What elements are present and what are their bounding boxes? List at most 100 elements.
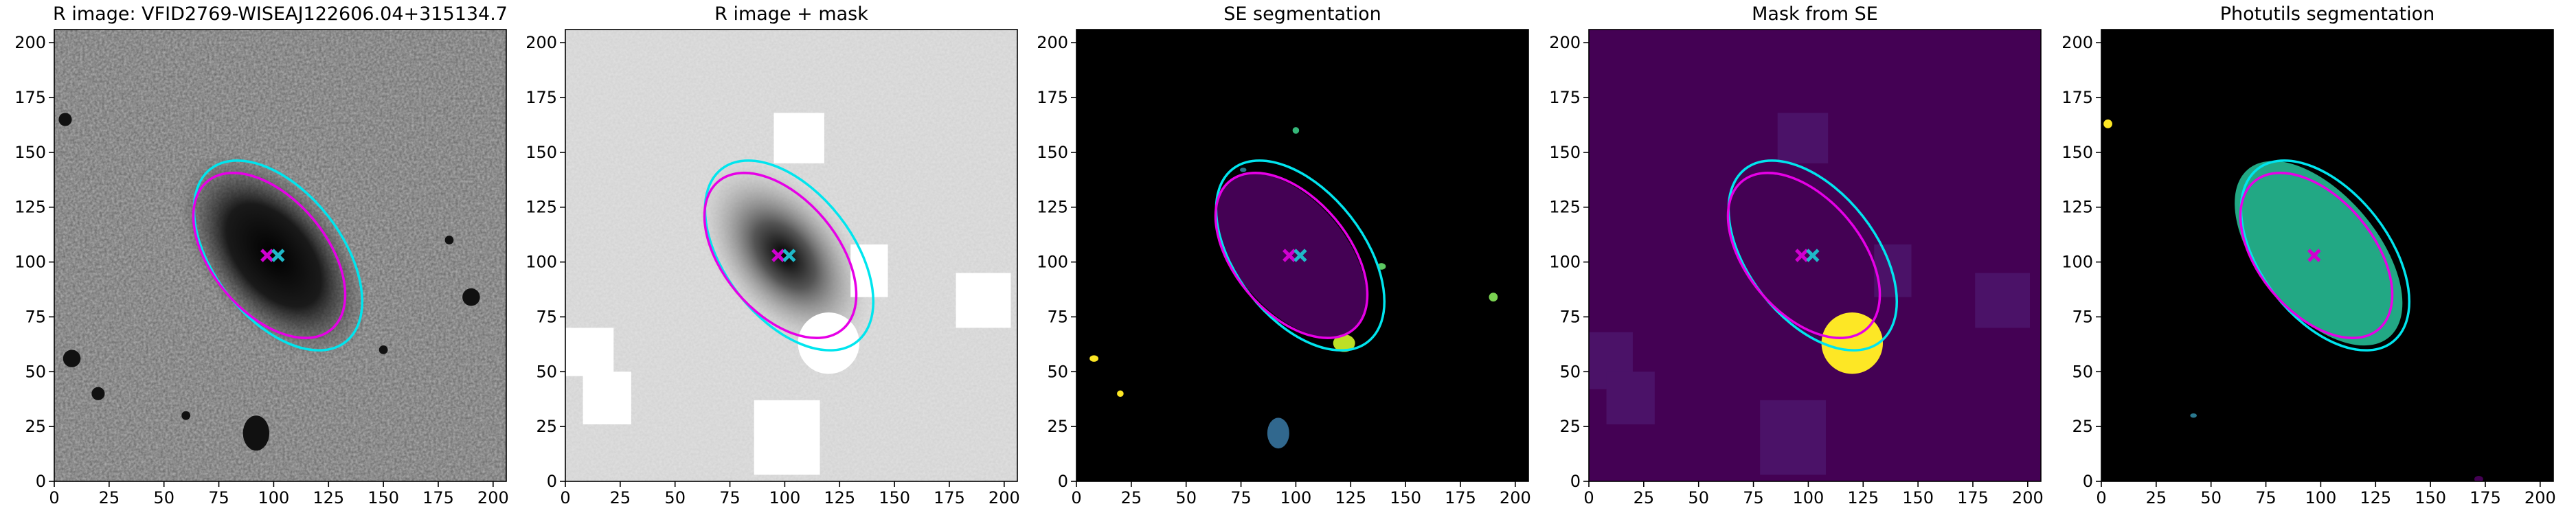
y-tick-label: 0 [36, 472, 46, 491]
y-tick-label: 150 [1549, 143, 1581, 162]
source [242, 415, 270, 451]
x-tick-label: 25 [1634, 488, 1655, 507]
segment [1292, 127, 1300, 134]
x-tick-label: 25 [99, 488, 120, 507]
panel-title: R image + mask [714, 3, 868, 25]
image-content [2101, 30, 2553, 481]
center-marker [2307, 249, 2321, 262]
panel: R image + mask 0 25 50 75 100 125 150 175 200 0 25 5… [526, 3, 1020, 507]
x-tick-label: 25 [1121, 488, 1142, 507]
mask-region [773, 113, 824, 163]
y-tick-label: 100 [526, 253, 557, 272]
y-tick-label: 25 [1047, 417, 1068, 436]
y-tick-label: 200 [1549, 33, 1581, 52]
segment [1333, 334, 1355, 352]
aperture-magenta [1726, 172, 1882, 339]
y-tick-label: 175 [1549, 88, 1581, 107]
x-tick-label: 100 [258, 488, 290, 507]
galaxy [179, 152, 368, 358]
y-tick-label: 125 [526, 198, 557, 217]
panel-title: Photutils segmentation [2220, 3, 2435, 25]
image [1589, 30, 2041, 481]
y-tick-label: 150 [1037, 143, 1068, 162]
image [54, 30, 506, 481]
center-marker [1806, 249, 1820, 262]
y-tick-label: 0 [1058, 472, 1068, 491]
y-tick-label: 25 [2072, 417, 2093, 436]
segment [1267, 417, 1289, 449]
panel-title: R image: VFID2769-WISEAJ122606.04+315134… [53, 3, 508, 25]
x-tick-label: 175 [934, 488, 965, 507]
x-tick-label: 150 [879, 488, 910, 507]
mask-region [1606, 371, 1655, 424]
y-tick-label: 125 [2061, 198, 2093, 217]
y-tick-label: 50 [536, 362, 557, 381]
image-content [565, 30, 1017, 481]
galaxy [698, 161, 872, 350]
y-tick-label: 25 [536, 417, 557, 436]
y-tick-label: 175 [526, 88, 557, 107]
x-tick-label: 150 [368, 488, 399, 507]
x-tick-label: 75 [1743, 488, 1764, 507]
source [444, 236, 454, 245]
y-tick-label: 75 [1047, 307, 1068, 326]
x-tick-label: 100 [2305, 488, 2337, 507]
axes-frame [565, 29, 1018, 482]
panel: SE segmentation 0 25 50 75 100 125 150 175 200 0 25… [1037, 3, 1531, 507]
x-tick-label: 200 [477, 488, 509, 507]
axes-frame [1076, 29, 1529, 482]
x-tick-label: 125 [1335, 488, 1366, 507]
source [379, 345, 388, 354]
aperture-magenta [703, 172, 858, 339]
x-tick-label: 75 [2255, 488, 2276, 507]
x-tick-label: 125 [1847, 488, 1879, 507]
aperture-magenta [1214, 172, 1369, 339]
x-tick-label: 150 [1390, 488, 1421, 507]
mask-region [754, 400, 820, 475]
center-marker [1283, 249, 1296, 262]
source [91, 387, 105, 400]
y-tick-label: 75 [1559, 307, 1581, 326]
x-tick-label: 100 [769, 488, 801, 507]
mask-region [956, 273, 1011, 328]
x-tick-label: 75 [1230, 488, 1252, 507]
center-marker [271, 249, 285, 262]
x-tick-label: 125 [313, 488, 344, 507]
y-tick-label: 175 [14, 88, 46, 107]
y-tick-label: 50 [2072, 362, 2093, 381]
y-tick-label: 100 [1549, 253, 1581, 272]
x-tick-label: 50 [1175, 488, 1197, 507]
center-marker [1293, 249, 1307, 262]
segment [1117, 390, 1124, 398]
center-marker [771, 249, 785, 262]
source [181, 411, 191, 420]
mask-region [565, 328, 614, 376]
image-content [1589, 30, 2041, 481]
x-tick-label: 200 [1500, 488, 1531, 507]
x-tick-label: 75 [208, 488, 229, 507]
mask-region [1777, 113, 1829, 163]
x-tick-label: 200 [2012, 488, 2044, 507]
source [63, 350, 81, 367]
y-tick-label: 150 [14, 143, 46, 162]
image [2101, 30, 2553, 481]
image [1076, 30, 1528, 481]
axes-frame [54, 29, 507, 482]
y-tick-label: 50 [1047, 362, 1068, 381]
x-tick-label: 100 [1280, 488, 1312, 507]
panel: R image: VFID2769-WISEAJ122606.04+315134… [14, 3, 509, 507]
x-tick-label: 200 [988, 488, 1020, 507]
x-tick-label: 200 [2524, 488, 2556, 507]
source [462, 288, 480, 306]
image-content [54, 30, 506, 481]
segment [1089, 355, 1098, 362]
mask-region [1975, 273, 2031, 328]
y-tick-label: 25 [25, 417, 46, 436]
x-tick-label: 150 [2415, 488, 2446, 507]
y-tick-label: 75 [536, 307, 557, 326]
x-tick-label: 0 [1071, 488, 1081, 507]
panel-title: SE segmentation [1223, 3, 1381, 25]
center-marker [1795, 249, 1809, 262]
image-content [1076, 30, 1528, 481]
y-tick-label: 75 [2072, 307, 2093, 326]
